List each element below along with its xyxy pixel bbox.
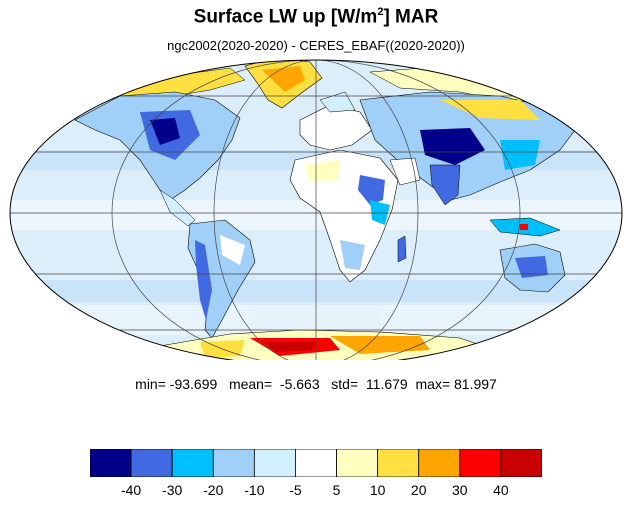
colorbar [90, 449, 542, 477]
colorbar-swatch [336, 449, 379, 477]
colorbar-tick-label: -20 [203, 482, 224, 498]
colorbar-swatch [459, 449, 502, 477]
map-title: Surface LW up [W/m2] MAR [0, 6, 632, 28]
land-asia-east [500, 140, 540, 170]
stat-max-value: 81.997 [454, 376, 497, 392]
statistics-line: min= -93.699 mean= -5.663 std= 11.679 ma… [0, 376, 632, 392]
land-madagascar [397, 235, 407, 263]
colorbar-tick-label: 40 [493, 482, 509, 498]
colorbar-swatch [90, 449, 132, 477]
colorbar-swatch [171, 449, 214, 477]
land-europe-north [319, 91, 356, 113]
land-asia-siberia [440, 100, 540, 120]
land-south-america-east [220, 235, 245, 265]
land-indonesia-hotspot [520, 224, 528, 230]
colorbar-tick-label: 5 [332, 482, 341, 498]
land-antarctica-west [330, 336, 430, 354]
title-superscript: 2 [377, 6, 384, 18]
title-text: Surface LW up [W/m [193, 6, 378, 28]
stat-min-label: min= [135, 376, 166, 392]
colorbar-tick-label: -40 [120, 482, 142, 498]
land-south-america-andes [195, 240, 212, 320]
land-africa-east [370, 200, 390, 225]
colorbar-swatch [500, 449, 542, 477]
colorbar-tick-label: 10 [369, 482, 386, 498]
colorbar-labels: -40 -30 -20 -10 -5 5 10 20 30 40 [0, 482, 632, 502]
map-subtitle: ngc2002(2020-2020) - CERES_EBAF((2020-20… [167, 38, 465, 53]
land-africa-south [340, 240, 365, 270]
stat-min-value: -93.699 [169, 376, 218, 392]
meridian-60 [213, 60, 419, 360]
globe-outline [9, 59, 623, 360]
land-central-america [159, 189, 196, 227]
land-greenland-center [262, 66, 305, 92]
colorbar-swatch [253, 449, 296, 477]
title-tail: ] MAR [383, 6, 439, 28]
colorbar-tick-label: -10 [244, 482, 265, 498]
land-antarctica-hot [265, 342, 315, 352]
colorbar-swatch [130, 449, 173, 477]
meridian-120 [111, 60, 521, 360]
stat-mean-label: mean= [228, 376, 273, 392]
colorbar-tick-label: 30 [452, 482, 468, 498]
colorbar-tick-label: 20 [410, 482, 427, 498]
land-australia-core [515, 256, 548, 278]
land-asia-india [429, 164, 461, 206]
stat-mean-value: -5.663 [279, 376, 320, 392]
stat-std-value: 11.679 [365, 376, 408, 392]
colorbar-tick-label: -5 [289, 482, 302, 498]
stat-std-label: std= [331, 376, 359, 392]
colorbar-swatch [377, 449, 420, 477]
colorbar-swatch [295, 449, 337, 477]
world-map [9, 59, 623, 360]
land-asia-tibet [420, 128, 485, 165]
colorbar-swatch [418, 449, 461, 477]
stat-max-label: max= [415, 376, 451, 392]
land-north-america-deep [150, 118, 180, 145]
land-africa-sahara [305, 160, 340, 182]
colorbar-tick-label: -30 [162, 482, 183, 498]
land-africa-central [358, 175, 385, 205]
colorbar-swatch [212, 449, 255, 477]
